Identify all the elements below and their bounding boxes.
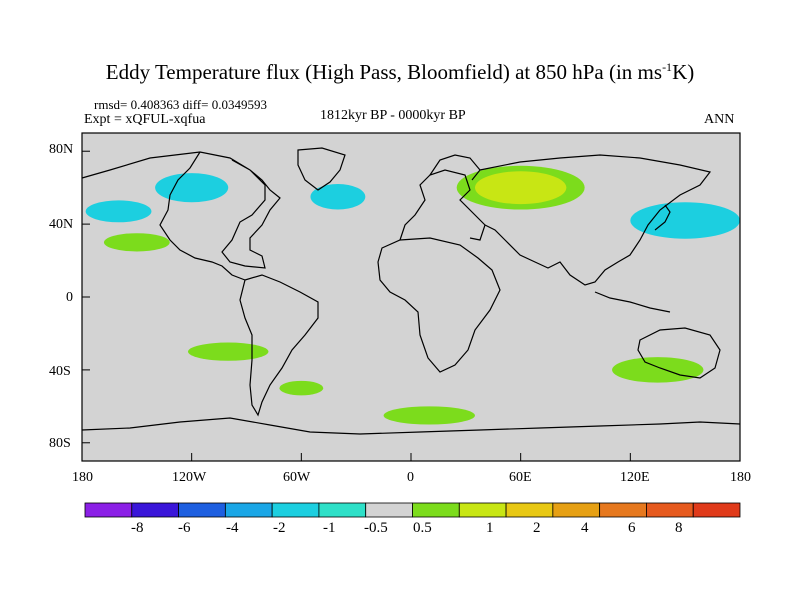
colorbar-box xyxy=(552,502,601,518)
colorbar-box xyxy=(178,502,226,518)
coast-scandinavia xyxy=(429,154,481,181)
coast-europe xyxy=(399,169,486,241)
coast-north-america xyxy=(81,151,281,269)
coast-asia xyxy=(479,154,712,286)
colorbar-box xyxy=(692,502,741,518)
anomaly-region xyxy=(103,233,170,252)
lon-tick: 180 xyxy=(72,470,93,485)
colorbar-box xyxy=(599,502,647,518)
period-text: 1812kyr BP - 0000kyr BP xyxy=(320,108,466,123)
chart-title: Eddy Temperature flux (High Pass, Bloomf… xyxy=(105,60,695,84)
colorbar-box xyxy=(271,502,320,518)
lon-tick: 120E xyxy=(620,470,650,485)
anomaly-region xyxy=(279,380,324,396)
coast-australia xyxy=(637,327,721,379)
colorbar-label: 4 xyxy=(581,520,589,536)
axis-ticks xyxy=(81,150,741,461)
lon-tick: 180 xyxy=(730,470,751,485)
lat-tick: 40N xyxy=(49,217,74,232)
colorbar-label: -6 xyxy=(178,520,191,536)
anomaly-region xyxy=(612,357,704,383)
anomaly-region xyxy=(310,184,366,210)
coast-antarctica xyxy=(81,417,741,435)
lon-tick: 60W xyxy=(283,470,311,485)
stats-text: rmsd= 0.408363 diff= 0.0349593 xyxy=(94,97,267,112)
anomaly-region xyxy=(474,171,567,205)
season-text: ANN xyxy=(704,112,735,127)
colorbar-label: 0.5 xyxy=(413,520,432,536)
coast-greenland xyxy=(297,147,346,191)
colorbar-box xyxy=(646,502,694,518)
lon-tick: 60E xyxy=(509,470,532,485)
colorbar-box xyxy=(365,502,413,518)
colorbar-label: -4 xyxy=(226,520,239,536)
anomaly-layer xyxy=(85,165,741,425)
anomaly-region xyxy=(155,173,229,203)
anomaly-region xyxy=(85,200,152,223)
anomaly-region xyxy=(188,342,269,361)
colorbar xyxy=(84,502,741,518)
coast-south-america xyxy=(239,274,319,417)
colorbar-box xyxy=(458,502,507,518)
colorbar-label: -8 xyxy=(131,520,144,536)
colorbar-label: 1 xyxy=(486,520,494,536)
lon-tick: 120W xyxy=(172,470,207,485)
coast-africa xyxy=(377,237,501,373)
lon-tick: 0 xyxy=(407,470,414,485)
colorbar-box xyxy=(318,502,367,518)
lat-tick: 80N xyxy=(49,142,74,157)
lat-tick: 0 xyxy=(66,290,73,305)
colorbar-label: 6 xyxy=(628,520,636,536)
lat-tick: 40S xyxy=(49,364,71,379)
colorbar-box xyxy=(131,502,179,518)
coast-north-america xyxy=(159,151,246,281)
coastlines xyxy=(81,147,741,435)
colorbar-box xyxy=(224,502,273,518)
colorbar-label: 8 xyxy=(675,520,683,536)
anomaly-region xyxy=(383,406,475,425)
experiment-text: Expt = xQFUL-xqfua xyxy=(84,112,206,127)
colorbar-label: -0.5 xyxy=(364,520,388,536)
colorbar-label: 2 xyxy=(533,520,541,536)
anomaly-region xyxy=(630,202,741,239)
colorbar-label: -1 xyxy=(323,520,336,536)
colorbar-box xyxy=(505,502,554,518)
colorbar-box xyxy=(84,502,133,518)
coast-indonesia xyxy=(594,291,671,313)
coast-japan xyxy=(654,204,671,231)
lat-tick: 80S xyxy=(49,436,71,451)
colorbar-box xyxy=(412,502,460,518)
colorbar-label: -2 xyxy=(273,520,286,536)
